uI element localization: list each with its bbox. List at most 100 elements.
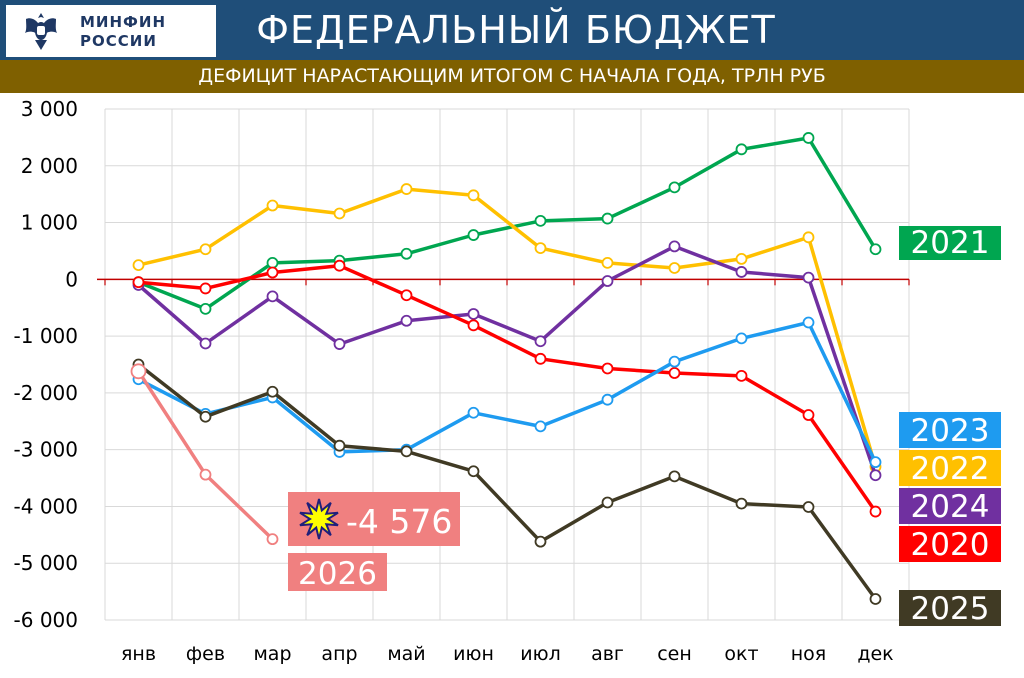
data-point-2020: [668, 367, 681, 379]
data-point-2023: [601, 393, 614, 406]
data-point-2020: [132, 276, 145, 289]
data-point-2021: [668, 181, 681, 194]
logo-line-2: РОССИИ: [80, 32, 157, 50]
x-tick-label: авг: [591, 643, 624, 665]
legend-label-2026: 2026: [298, 556, 377, 592]
data-point-2020: [534, 352, 547, 365]
y-tick-label: 2 000: [21, 154, 78, 178]
legend-label-2021: 2021: [911, 225, 990, 261]
data-point-2021: [735, 143, 748, 156]
data-point-2023: [668, 355, 681, 368]
series-line-2023: [136, 320, 878, 464]
data-point-2025: [333, 439, 346, 452]
y-tick-label: 0: [65, 267, 78, 291]
y-tick-label: -4 000: [14, 494, 78, 518]
data-point-2021: [199, 302, 212, 315]
data-point-2022: [266, 199, 279, 212]
y-tick-label: -3 000: [14, 438, 78, 462]
minfin-logo: МИНФИН РОССИИ: [6, 5, 216, 57]
data-point-2025: [802, 501, 815, 513]
x-tick-label: янв: [121, 643, 156, 665]
legend-label-bg-2024: [899, 488, 1001, 524]
x-tick-label: мар: [253, 643, 291, 665]
series-line-2024: [136, 244, 878, 477]
data-point-2022: [132, 259, 145, 272]
x-tick-label: июл: [520, 643, 561, 665]
deficit-line-chart: 3 000 2 000 1 000 0 -1 000 -2 000 -3 000 -4 000…: [14, 97, 1001, 665]
data-point-2020: [802, 409, 815, 421]
y-tick-label: -5 000: [14, 551, 78, 575]
data-point-2021: [266, 256, 279, 269]
legend-label-bg-2022: [899, 450, 1001, 486]
logo-line-1: МИНФИН: [80, 13, 167, 31]
series-line-2021: [136, 136, 878, 311]
data-point-2021: [802, 132, 815, 144]
data-point-2024: [869, 469, 882, 482]
data-point-2024: [668, 240, 681, 253]
y-tick-label: 3 000: [21, 97, 78, 121]
legend-label-2023: 2023: [911, 413, 990, 449]
data-point-2022: [735, 252, 748, 265]
data-point-2026: [266, 533, 279, 546]
subtitle-bar: ДЕФИЦИТ НАРАСТАЮЩИМ ИТОГОМ С НАЧАЛА ГОДА…: [0, 60, 1024, 93]
x-tick-label: фев: [186, 643, 225, 665]
x-tick-label: май: [387, 643, 425, 665]
data-point-2020: [400, 289, 413, 302]
legend-label-2024: 2024: [911, 489, 990, 525]
annotation-value: -4 576: [346, 502, 452, 541]
series-line-2026: [136, 369, 275, 541]
data-point-2020: [869, 505, 882, 518]
data-point-2024: [333, 338, 346, 350]
data-point-2025: [869, 593, 882, 605]
legend-label-2025: 2025: [911, 591, 990, 627]
data-point-2022: [199, 243, 212, 256]
header-bar: МИНФИН РОССИИ ФЕДЕРАЛЬНЫЙ БЮДЖЕТ: [0, 0, 1024, 60]
data-point-2021: [601, 212, 614, 225]
data-point-2024: [601, 275, 614, 287]
x-tick-label: ноя: [791, 643, 826, 665]
legend-label-bg-2020: [899, 526, 1001, 562]
data-point-2023: [735, 332, 748, 345]
series-line-2022: [136, 187, 878, 469]
data-point-2024: [534, 335, 547, 348]
data-point-2025: [601, 496, 614, 509]
data-point-2026: [199, 468, 212, 481]
series-line-2025: [136, 362, 878, 601]
data-point-2024: [199, 337, 212, 350]
data-point-2020: [467, 319, 480, 332]
data-point-2025: [467, 465, 480, 478]
legend-label-bg-2026: [288, 553, 387, 591]
data-point-2020: [601, 362, 614, 375]
data-point-2022: [333, 207, 346, 220]
data-point-2025: [266, 385, 279, 398]
data-point-2024: [400, 314, 413, 327]
y-tick-label: -6 000: [14, 608, 78, 632]
legend-label-2020: 2020: [911, 527, 990, 563]
data-point-2025: [400, 445, 413, 458]
logo-text: МИНФИН РОССИИ: [80, 13, 166, 51]
chart-subtitle: ДЕФИЦИТ НАРАСТАЮЩИМ ИТОГОМ С НАЧАЛА ГОДА…: [198, 65, 826, 87]
data-point-2020: [333, 259, 346, 272]
data-point-2024: [266, 290, 279, 303]
legend-label-bg-2021: [899, 226, 1001, 260]
y-tick-label: -2 000: [14, 381, 78, 405]
data-point-2024: [802, 271, 815, 284]
data-point-2025: [735, 497, 748, 510]
data-point-2022: [467, 189, 480, 202]
data-point-2022: [400, 183, 413, 195]
x-tick-label: дек: [857, 643, 893, 665]
data-point-2024: [735, 266, 748, 278]
data-point-2021: [869, 243, 882, 256]
data-point-2021: [400, 247, 413, 260]
chart-area: 3 000 2 000 1 000 0 -1 000 -2 000 -3 000 -4 000…: [0, 93, 1024, 673]
data-point-2023: [802, 316, 815, 329]
x-tick-label: апр: [321, 643, 357, 665]
legend-label-bg-2023: [899, 412, 1001, 448]
y-tick-label: -1 000: [14, 324, 78, 348]
data-point-2020: [735, 369, 748, 382]
data-point-2025: [668, 470, 681, 483]
page-title: ФЕДЕРАЛЬНЫЙ БЮДЖЕТ: [256, 8, 776, 52]
data-point-2022: [668, 262, 681, 274]
data-point-2021: [467, 229, 480, 241]
data-point-2022: [534, 242, 547, 255]
